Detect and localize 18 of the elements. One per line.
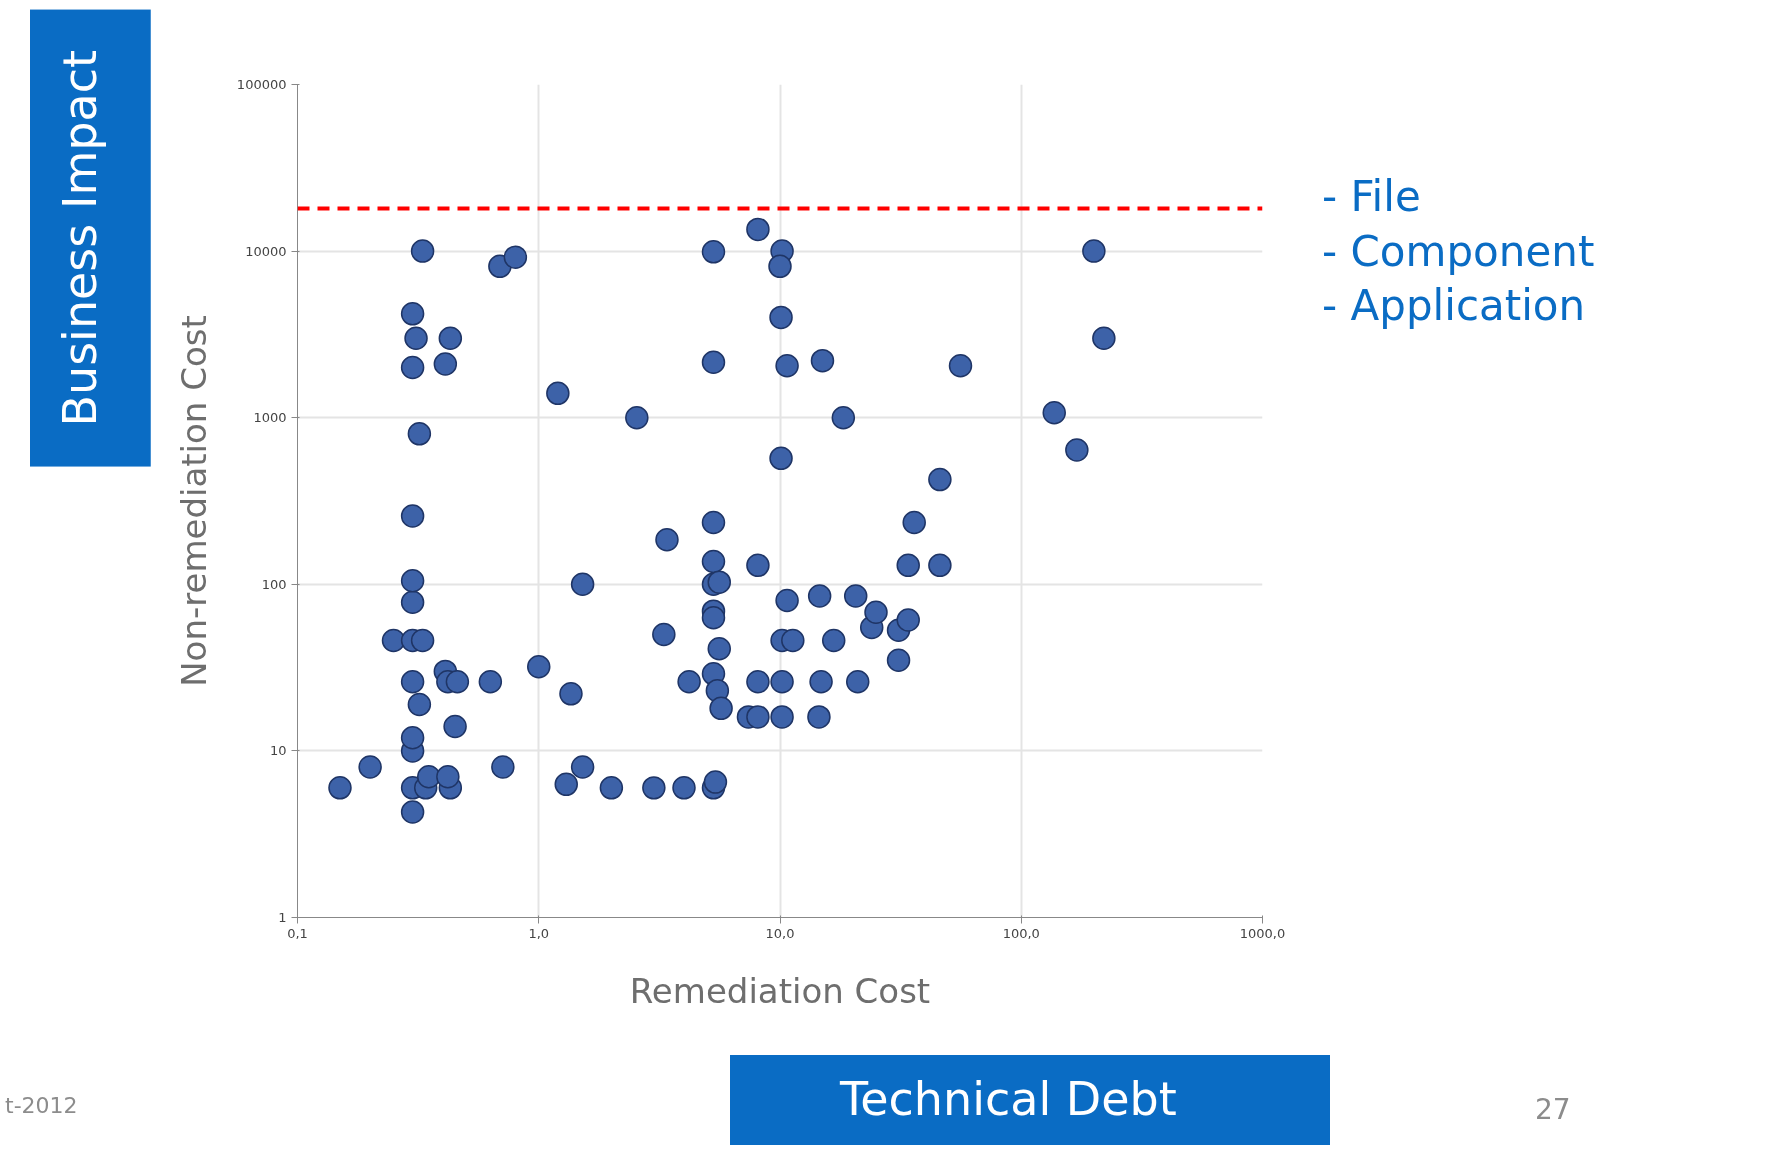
text: 27 [1535,1092,1571,1128]
x-tick-label: 1000,0 [1239,925,1286,941]
y-tick-label: 100 [261,576,287,592]
x-tick-label: 100,0 [1002,925,1040,941]
x-tick-label: 1,0 [528,925,550,941]
text: Technical Debt [840,1071,1177,1128]
x-tick-label: 0,1 [287,925,308,941]
text: t-2012 [5,1092,78,1120]
text: - File - Component - Application [1322,171,1595,333]
y-tick-label: 10000 [245,243,287,259]
text: Business Impact [52,50,108,427]
y-axis-title: Non-remediation Cost [173,315,214,687]
x-tick-label: 10,0 [765,925,795,941]
y-tick-label: 1 [278,910,287,925]
y-tick-label: 100000 [236,77,287,92]
y-tick-label: 10 [269,743,287,759]
y-tick-label: 1000 [253,410,287,426]
x-axis-title: Remediation Cost [629,970,931,1011]
